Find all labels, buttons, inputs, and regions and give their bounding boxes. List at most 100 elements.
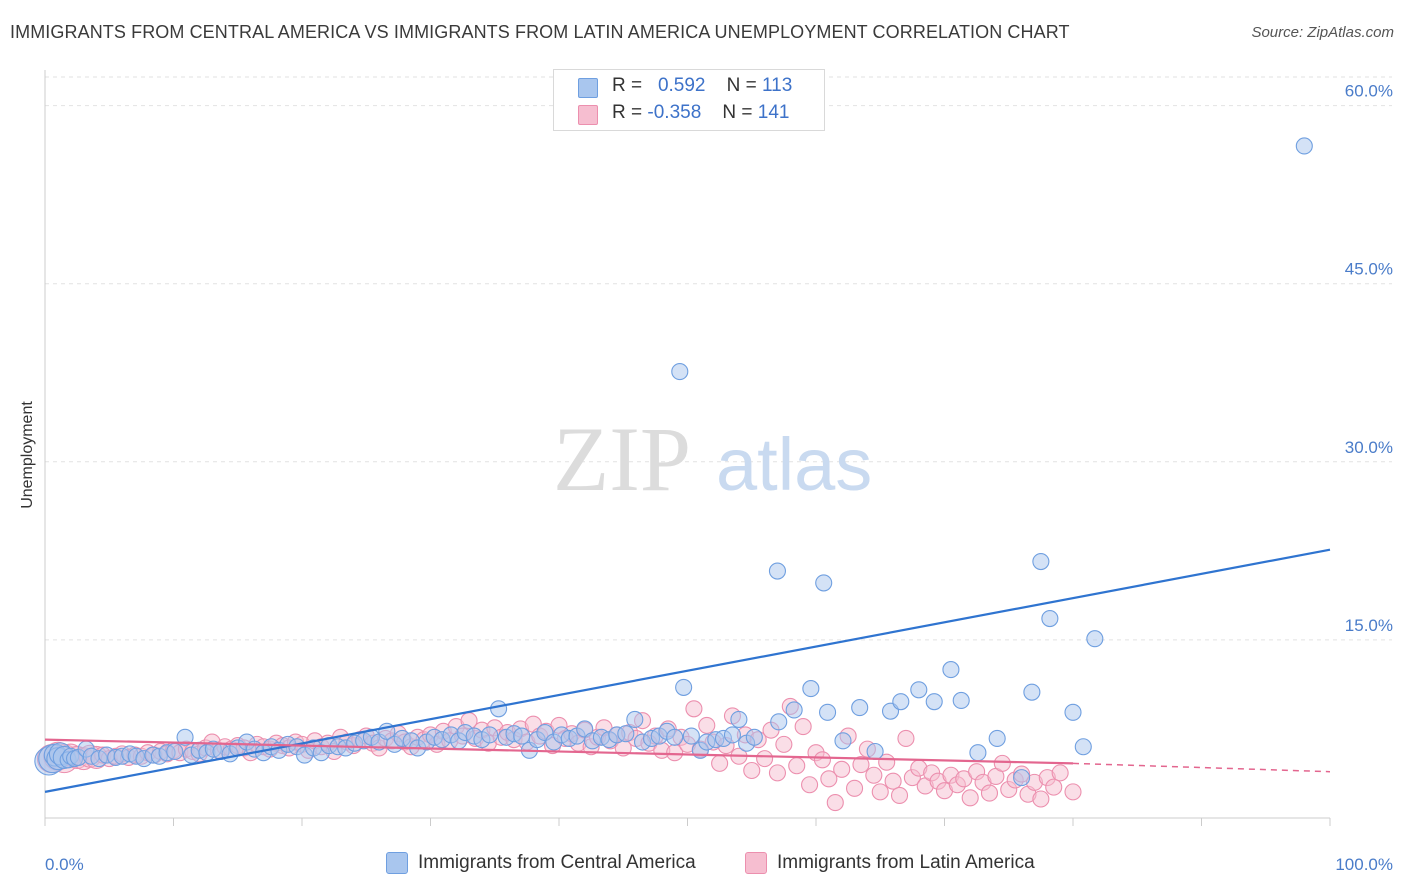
data-point-central-america: [851, 699, 869, 717]
data-point-central-america: [925, 693, 943, 711]
data-point-central-america: [490, 700, 508, 718]
data-point-latin-america: [1032, 790, 1050, 808]
chart-title: IMMIGRANTS FROM CENTRAL AMERICA VS IMMIG…: [10, 22, 1070, 42]
data-point-central-america: [682, 727, 700, 745]
data-point-latin-america: [871, 783, 889, 801]
data-point-central-america: [770, 713, 788, 731]
data-point-latin-america: [845, 779, 864, 797]
data-point-latin-america: [993, 754, 1011, 772]
data-point-latin-america: [852, 756, 870, 774]
stats-legend: R = 0.592 N = 113 R = -0.358 N = 141: [553, 69, 825, 131]
data-point-central-america: [1074, 738, 1092, 756]
legend-swatch-pink: [745, 852, 767, 874]
data-point-central-america: [730, 710, 748, 729]
data-point-central-america: [969, 744, 987, 762]
x-tick-label: 100.0%: [1335, 855, 1393, 874]
y-tick-label: 15.0%: [1345, 616, 1393, 635]
data-point-central-america: [834, 732, 852, 750]
data-point-central-america: [166, 742, 184, 761]
data-point-latin-america: [1064, 783, 1082, 801]
data-point-central-america: [675, 678, 693, 696]
data-point-latin-america: [711, 754, 729, 772]
n-label: N =: [726, 75, 757, 96]
r-value-central-america: 0.592: [657, 75, 706, 96]
legend-swatch-blue: [578, 78, 598, 98]
trend-line-central-america: [44, 548, 1331, 793]
data-point-latin-america: [794, 718, 812, 736]
data-point-latin-america: [1045, 778, 1063, 796]
trend-line-latin-america-extension: [1072, 762, 1331, 773]
y-tick-label: 45.0%: [1345, 260, 1393, 279]
data-point-latin-america: [884, 772, 902, 790]
data-point-latin-america: [890, 786, 909, 804]
data-point-central-america: [785, 701, 803, 719]
data-point-latin-america: [698, 716, 716, 734]
y-tick-label: 30.0%: [1345, 438, 1393, 457]
r-label: R =: [612, 102, 643, 123]
data-point-latin-america: [897, 729, 915, 748]
data-point-latin-america: [801, 776, 819, 794]
data-point-latin-america: [743, 761, 761, 780]
n-label: N =: [722, 102, 753, 123]
x-tick-label: 0.0%: [45, 855, 84, 874]
data-point-central-america: [1032, 552, 1050, 571]
trend-lines: [44, 548, 1331, 793]
data-point-central-america: [815, 574, 833, 592]
data-point-central-america: [513, 727, 531, 745]
data-point-latin-america: [775, 735, 793, 753]
r-label: R =: [612, 75, 643, 96]
data-point-central-america: [1023, 683, 1041, 701]
data-point-latin-america: [826, 794, 844, 812]
data-point-central-america: [666, 728, 684, 746]
tick-labels: 15.0% 30.0% 45.0% 60.0% 0.0% 100.0%: [45, 82, 1393, 874]
gridlines: [45, 76, 1392, 641]
y-tick-label: 60.0%: [1345, 82, 1393, 101]
data-point-latin-america: [756, 750, 774, 768]
data-point-central-america: [942, 661, 960, 679]
trend-line-latin-america: [44, 738, 1074, 765]
source-label: Source: ZipAtlas.com: [1251, 24, 1394, 41]
data-point-central-america: [866, 742, 884, 761]
data-point-central-america: [176, 728, 194, 746]
data-point-central-america: [988, 729, 1006, 748]
n-value-central-america: 113: [762, 75, 793, 96]
data-point-latin-america: [980, 784, 999, 802]
legend-swatch-pink: [578, 105, 598, 125]
data-point-latin-america: [1051, 764, 1069, 782]
axes: [44, 70, 1331, 826]
data-point-latin-america: [820, 770, 838, 788]
data-point-central-america: [723, 726, 742, 744]
legend-swatch-blue: [386, 852, 408, 874]
data-point-latin-america: [955, 770, 973, 788]
data-point-latin-america: [685, 700, 703, 718]
data-point-latin-america: [865, 766, 883, 784]
data-point-central-america: [1295, 137, 1313, 155]
n-value-latin-america: 141: [757, 102, 790, 123]
legend-label-latin-america: Immigrants from Latin America: [777, 852, 1035, 873]
r-value-latin-america: -0.358: [647, 102, 702, 123]
data-point-central-america: [617, 725, 635, 743]
data-point-latin-america: [768, 764, 787, 782]
data-point-central-america: [802, 680, 820, 698]
data-point-central-america: [819, 703, 837, 721]
data-point-central-america: [626, 710, 644, 729]
data-point-latin-america: [961, 789, 979, 807]
data-point-latin-america: [788, 757, 806, 775]
watermark-atlas: atlas: [716, 423, 872, 506]
data-point-central-america: [1064, 703, 1082, 721]
series-central-america: [34, 137, 1313, 787]
data-point-central-america: [1086, 630, 1104, 648]
watermark-zip: ZIP: [553, 408, 691, 510]
data-point-central-america: [576, 720, 594, 738]
data-point-central-america: [892, 693, 910, 711]
data-point-latin-america: [833, 760, 851, 778]
data-point-central-america: [1041, 609, 1059, 628]
data-point-latin-america: [813, 751, 831, 769]
data-point-central-america: [671, 363, 689, 381]
data-point-central-america: [481, 726, 499, 744]
data-point-central-america: [910, 681, 928, 699]
data-point-central-america: [768, 562, 787, 580]
legend-label-central-america: Immigrants from Central America: [418, 852, 696, 873]
data-point-central-america: [745, 728, 763, 746]
